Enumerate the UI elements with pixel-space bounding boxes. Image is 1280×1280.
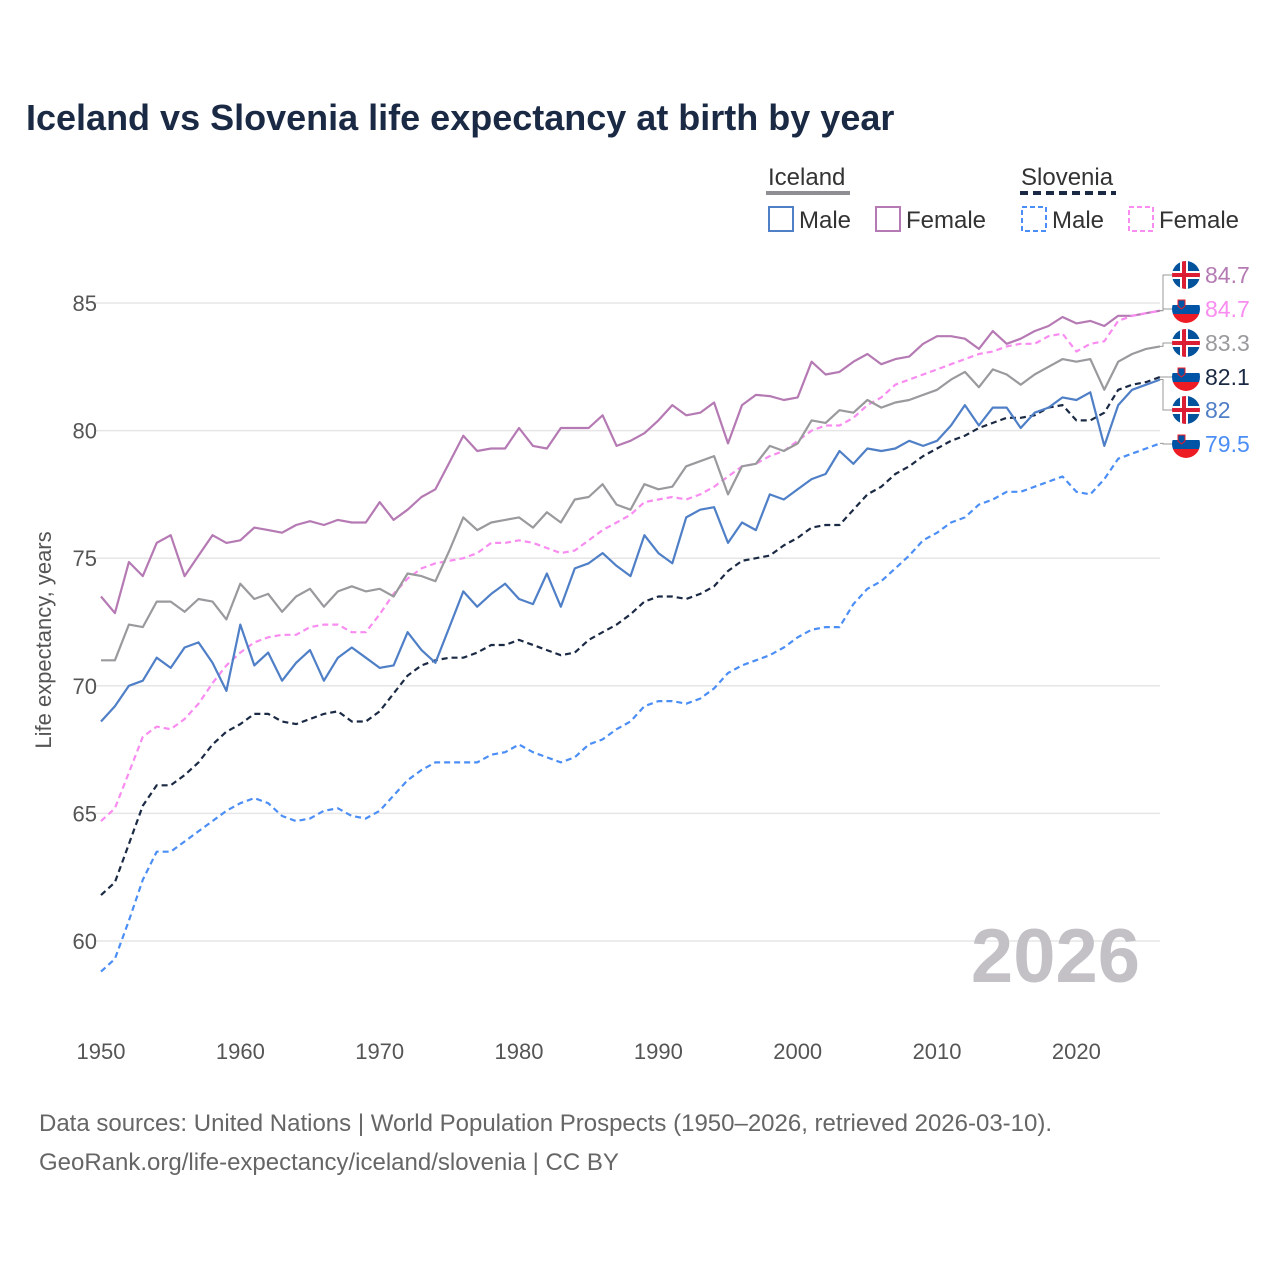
y-tick-label: 65 <box>73 801 97 826</box>
y-axis-label: Life expectancy, years <box>31 531 56 748</box>
y-tick-label: 75 <box>73 546 97 571</box>
series-line-iceland-male <box>100 378 1161 723</box>
legend: Iceland Male Female Slovenia Male Female <box>766 164 1239 234</box>
end-label-value: 83.3 <box>1205 330 1250 356</box>
legend-iceland-male: Male <box>799 207 851 234</box>
legend-iceland-female: Female <box>906 207 986 234</box>
legend-group-iceland: Iceland <box>768 164 845 191</box>
end-label-connector <box>1160 274 1172 312</box>
y-tick-label: 60 <box>73 929 97 954</box>
legend-swatch-iceland-female <box>875 206 901 232</box>
end-label-value: 79.5 <box>1205 431 1250 457</box>
series-line-slovenia-male <box>100 442 1161 973</box>
year-watermark: 2026 <box>971 914 1140 999</box>
legend-swatch-slovenia-male <box>1021 206 1047 232</box>
slovenia-flag-icon <box>1172 295 1200 323</box>
end-label-value: 82 <box>1205 397 1231 423</box>
slovenia-flag-icon <box>1172 430 1200 458</box>
iceland-flag-icon <box>1172 396 1200 424</box>
end-label-connector <box>1160 308 1172 312</box>
end-label-connector <box>1160 342 1172 347</box>
end-label-connector <box>1160 379 1172 411</box>
y-axis-ticks: 60 65 70 75 80 85 <box>73 291 97 954</box>
footer-sources: Data sources: United Nations | World Pop… <box>39 1110 1052 1137</box>
x-tick-label: 2000 <box>773 1039 822 1064</box>
end-labels: 84.7 84.7 83.3 82.1 82 79.5 <box>1160 261 1250 458</box>
legend-slovenia-male: Male <box>1052 207 1104 234</box>
iceland-flag-icon <box>1172 329 1200 357</box>
y-tick-label: 85 <box>73 291 97 316</box>
x-tick-label: 2020 <box>1052 1039 1101 1064</box>
end-label-connector <box>1160 442 1172 445</box>
end-label-value: 84.7 <box>1205 296 1250 322</box>
series-line-iceland-total <box>101 345 1161 662</box>
x-tick-label: 1950 <box>77 1039 126 1064</box>
y-tick-label: 80 <box>73 419 97 444</box>
series-line-iceland-female <box>100 309 1161 615</box>
series-line-slovenia-female <box>100 309 1161 822</box>
x-tick-label: 1970 <box>355 1039 404 1064</box>
x-tick-label: 2010 <box>913 1039 962 1064</box>
gridlines <box>95 302 1160 942</box>
legend-swatch-iceland-male <box>768 206 794 232</box>
iceland-flag-icon <box>1172 261 1200 289</box>
legend-slovenia-female: Female <box>1159 207 1239 234</box>
footer-link: GeoRank.org/life-expectancy/iceland/slov… <box>39 1149 619 1176</box>
legend-swatch-slovenia-female <box>1128 206 1154 232</box>
x-tick-label: 1960 <box>216 1039 265 1064</box>
x-tick-label: 1990 <box>634 1039 683 1064</box>
end-label-value: 82.1 <box>1205 364 1250 390</box>
slovenia-flag-icon <box>1172 363 1200 391</box>
y-tick-label: 70 <box>73 674 97 699</box>
series-line-slovenia-total <box>100 375 1161 896</box>
legend-group-slovenia: Slovenia <box>1021 164 1114 191</box>
x-axis-ticks: 1950 1960 1970 1980 1990 2000 2010 2020 <box>77 1039 1101 1064</box>
chart-title: Iceland vs Slovenia life expectancy at b… <box>26 97 894 138</box>
x-tick-label: 1980 <box>495 1039 544 1064</box>
end-label-value: 84.7 <box>1205 262 1250 288</box>
series-lines <box>100 309 1161 973</box>
